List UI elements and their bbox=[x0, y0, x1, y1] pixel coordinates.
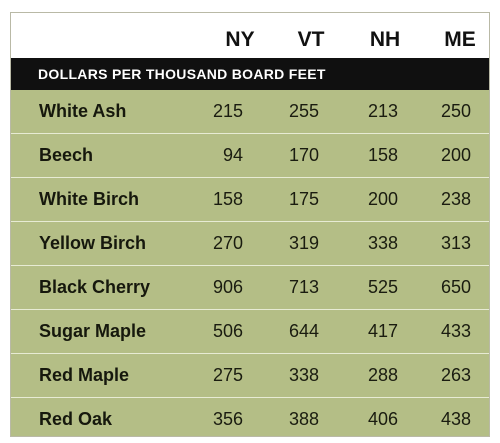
species-label: White Ash bbox=[39, 101, 127, 121]
price-cell-nh: 406 bbox=[367, 409, 399, 429]
table-row: Yellow Birch 270 319 338 313 bbox=[11, 222, 489, 266]
price-cell-ny: 356 bbox=[212, 409, 243, 429]
column-header-me: ME bbox=[444, 28, 476, 51]
price-cell-nh: 525 bbox=[367, 277, 399, 297]
table-row: Black Cherry 906 713 525 650 bbox=[11, 266, 489, 310]
species-label: White Birch bbox=[39, 189, 140, 209]
species-label: Red Oak bbox=[39, 409, 113, 429]
price-cell-nh: 417 bbox=[367, 321, 399, 341]
price-cell-vt: 644 bbox=[288, 321, 320, 341]
price-cell-ny: 275 bbox=[212, 365, 243, 385]
species-label: Beech bbox=[39, 145, 94, 165]
price-cell-me: 650 bbox=[440, 277, 472, 297]
price-cell-vt: 338 bbox=[288, 365, 320, 385]
price-cell-me: 313 bbox=[440, 233, 472, 253]
species-label: Red Maple bbox=[39, 365, 130, 385]
price-cell-me: 238 bbox=[440, 189, 472, 209]
table-row: Red Oak 356 388 406 438 bbox=[11, 398, 489, 436]
price-cell-vt: 388 bbox=[288, 409, 320, 429]
stumpage-price-table: NY VT NH ME DOLLARS PER THOUSAND BOARD F… bbox=[10, 12, 490, 437]
units-label: DOLLARS PER THOUSAND BOARD FEET bbox=[38, 66, 326, 82]
price-cell-vt: 175 bbox=[288, 189, 320, 209]
column-header-row: NY VT NH ME bbox=[11, 13, 489, 58]
column-header-ny: NY bbox=[225, 28, 255, 51]
price-cell-me: 433 bbox=[440, 321, 472, 341]
price-cell-nh: 213 bbox=[367, 101, 399, 121]
price-cell-me: 263 bbox=[440, 365, 472, 385]
price-cell-nh: 288 bbox=[367, 365, 399, 385]
species-label: Sugar Maple bbox=[39, 321, 147, 341]
table-row: Sugar Maple 506 644 417 433 bbox=[11, 310, 489, 354]
price-cell-vt: 255 bbox=[288, 101, 320, 121]
price-cell-vt: 713 bbox=[288, 277, 320, 297]
price-cell-me: 438 bbox=[440, 409, 472, 429]
table-row: Red Maple 275 338 288 263 bbox=[11, 354, 489, 398]
price-cell-vt: 170 bbox=[288, 145, 320, 165]
column-header-vt: VT bbox=[297, 28, 325, 51]
price-cell-me: 200 bbox=[440, 145, 472, 165]
price-cell-ny: 215 bbox=[212, 101, 243, 121]
species-label: Black Cherry bbox=[39, 277, 151, 297]
price-cell-ny: 506 bbox=[212, 321, 243, 341]
units-banner: DOLLARS PER THOUSAND BOARD FEET bbox=[11, 58, 489, 90]
price-cell-ny: 270 bbox=[212, 233, 243, 253]
price-cell-ny: 906 bbox=[212, 277, 243, 297]
table-row: White Ash 215 255 213 250 bbox=[11, 90, 489, 134]
price-cell-ny: 94 bbox=[222, 145, 243, 165]
price-cell-vt: 319 bbox=[288, 233, 320, 253]
price-cell-ny: 158 bbox=[212, 189, 243, 209]
table-row: Beech 94 170 158 200 bbox=[11, 134, 489, 178]
species-label: Yellow Birch bbox=[39, 233, 147, 253]
table-row: White Birch 158 175 200 238 bbox=[11, 178, 489, 222]
price-cell-nh: 338 bbox=[367, 233, 399, 253]
price-cell-nh: 200 bbox=[367, 189, 399, 209]
price-cell-me: 250 bbox=[440, 101, 472, 121]
column-header-nh: NH bbox=[369, 28, 401, 51]
price-cell-nh: 158 bbox=[367, 145, 399, 165]
